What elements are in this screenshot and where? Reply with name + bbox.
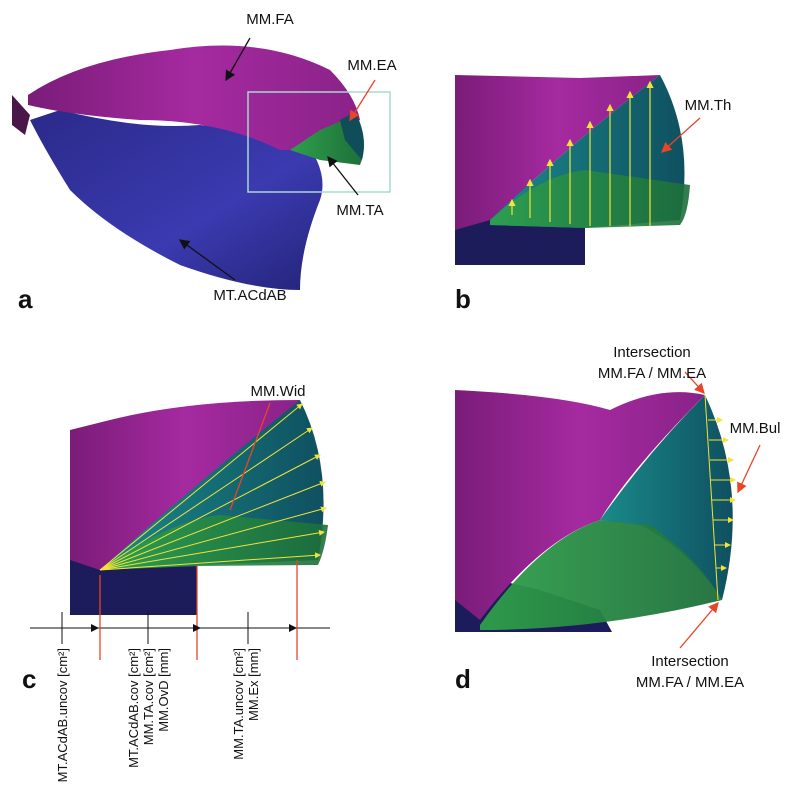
panel-letter: a bbox=[18, 284, 33, 314]
dimension-label: MT.ACdAB.uncov [cm²] bbox=[55, 648, 70, 782]
label: MM.TA bbox=[336, 202, 383, 219]
note: MM.FA / MM.EA bbox=[636, 674, 744, 691]
dimension-label: MM.OvD [mm] bbox=[156, 648, 171, 732]
panel-d: Intersection MM.FA / MM.EA MM.Bul Inters… bbox=[455, 344, 780, 694]
note: MM.FA / MM.EA bbox=[598, 365, 706, 382]
note: Intersection bbox=[613, 344, 691, 361]
dimension-label: MM.TA.uncov [cm²] bbox=[231, 648, 246, 760]
dimension-label: MM.Ex [mm] bbox=[246, 648, 261, 721]
figure: MM.FA MM.EA MM.TA MT.ACdAB a MM.Th b bbox=[0, 0, 792, 809]
label: MM.EA bbox=[347, 57, 396, 74]
panel-a: MM.FA MM.EA MM.TA MT.ACdAB a bbox=[12, 11, 397, 314]
label: MT.ACdAB bbox=[213, 287, 286, 304]
dimension-label: MT.ACdAB.cov [cm²] bbox=[126, 648, 141, 768]
note: Intersection bbox=[651, 653, 729, 670]
panel-letter: d bbox=[455, 664, 471, 694]
panel-c: MM.Wid MT.ACdAB.uncov [cm²] MT.ACdAB.cov… bbox=[22, 383, 330, 782]
panel-letter: c bbox=[22, 664, 36, 694]
panel-b: MM.Th b bbox=[455, 75, 731, 314]
label: MM.FA bbox=[246, 11, 294, 28]
label: MM.Bul bbox=[730, 420, 781, 437]
label: MM.Th bbox=[685, 97, 732, 114]
panel-letter: b bbox=[455, 284, 471, 314]
dimension-label: MM.TA.cov [cm²] bbox=[141, 648, 156, 745]
label: MM.Wid bbox=[251, 383, 306, 400]
